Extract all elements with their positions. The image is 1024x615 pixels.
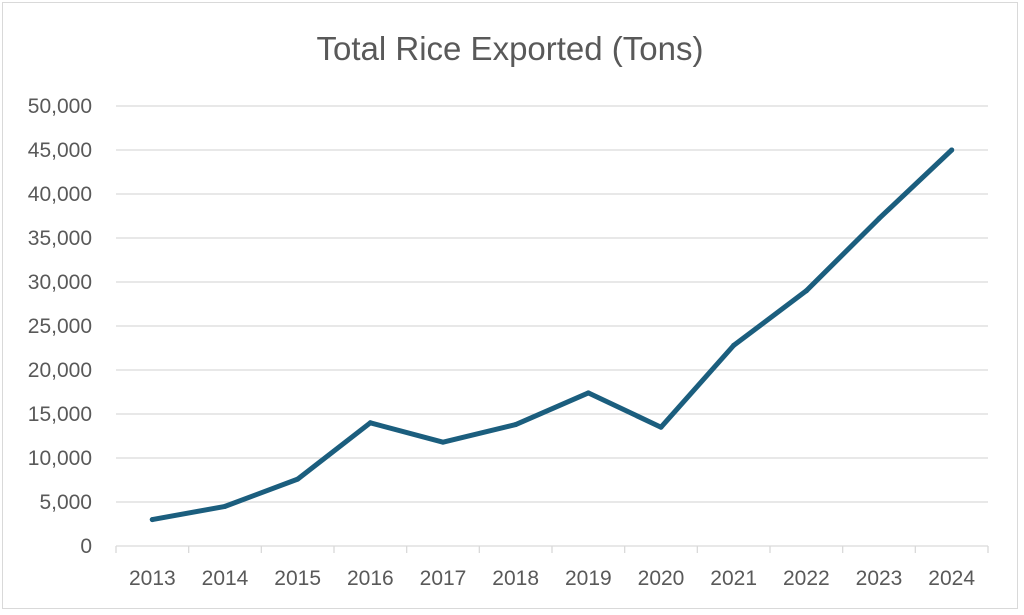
grid-lines: [116, 105, 988, 503]
x-tick-label: 2014: [202, 567, 249, 590]
x-tick-label: 2023: [856, 567, 903, 590]
x-tick-label: 2013: [129, 567, 176, 590]
series-line: [149, 147, 955, 523]
y-tick-label: 10,000: [28, 447, 92, 470]
y-tick-label: 25,000: [28, 315, 92, 338]
y-tick-label: 20,000: [28, 359, 92, 382]
series-group: [149, 147, 955, 523]
data-point: [658, 424, 664, 430]
x-tick-label: 2017: [420, 567, 467, 590]
y-tick-label: 45,000: [28, 139, 92, 162]
data-point: [222, 503, 228, 509]
y-tick-label: 15,000: [28, 403, 92, 426]
x-tick-label: 2019: [565, 567, 612, 590]
data-point: [440, 439, 446, 445]
chart-title: Total Rice Exported (Tons): [317, 30, 704, 67]
data-point: [149, 517, 155, 523]
chart-frame: [2, 2, 1018, 609]
y-axis-ticks: 0 5,000 10,000 15,000 20,000 25,000 30,000 35,0…: [28, 95, 92, 558]
data-point: [585, 390, 591, 396]
x-tick-label: 2018: [492, 567, 539, 590]
data-point: [949, 147, 955, 153]
x-tick-label: 2016: [347, 567, 394, 590]
x-axis-ticks: 2013 2014 2015 2016 2017 2018 2019 2020 2021 2022…: [129, 567, 975, 590]
y-tick-label: 40,000: [28, 183, 92, 206]
data-point: [803, 288, 809, 294]
x-tick-label: 2024: [928, 567, 975, 590]
y-tick-label: 5,000: [39, 491, 92, 514]
x-axis: [115, 545, 989, 553]
data-point: [513, 422, 519, 428]
x-tick-label: 2015: [274, 567, 321, 590]
y-tick-label: 0: [80, 535, 92, 558]
data-point: [731, 342, 737, 348]
data-point: [295, 476, 301, 482]
y-tick-label: 50,000: [28, 95, 92, 118]
data-point: [367, 420, 373, 426]
x-tick-label: 2020: [638, 567, 685, 590]
x-tick-label: 2021: [710, 567, 757, 590]
data-point: [876, 216, 882, 222]
x-tick-label: 2022: [783, 567, 830, 590]
y-tick-label: 35,000: [28, 227, 92, 250]
y-tick-label: 30,000: [28, 271, 92, 294]
